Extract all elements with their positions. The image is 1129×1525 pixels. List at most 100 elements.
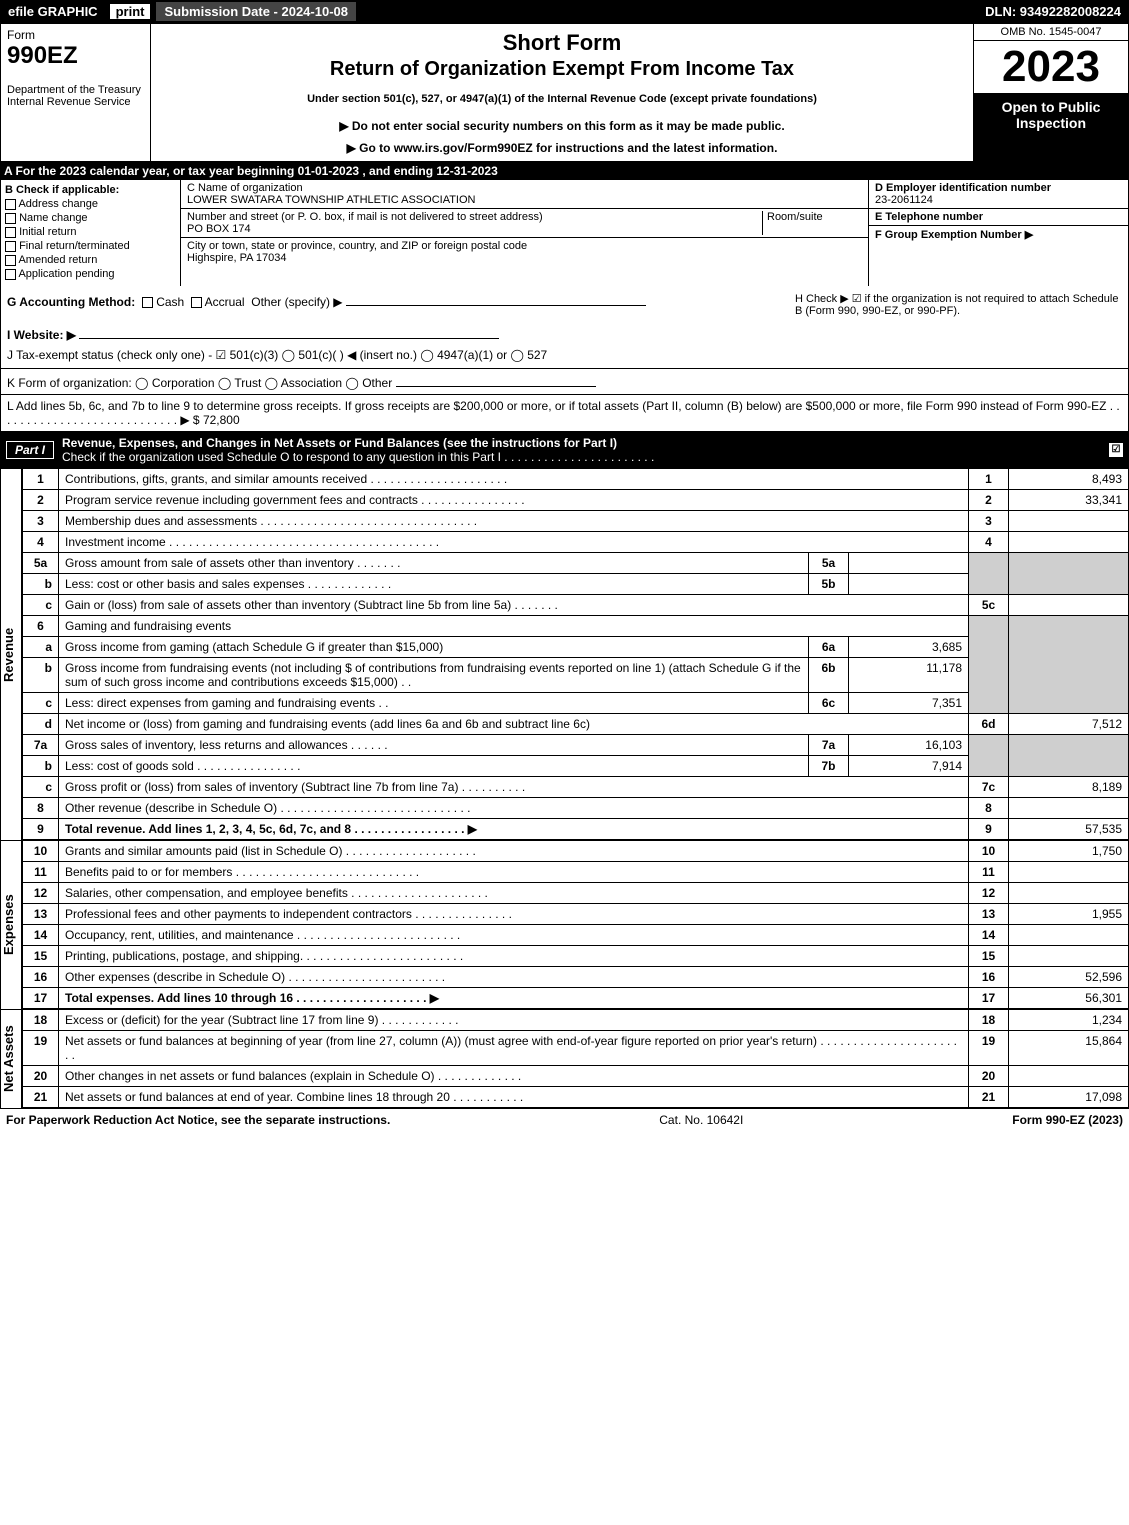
line-6a: aGross income from gaming (attach Schedu… <box>23 637 1129 658</box>
chk-name-change[interactable]: Name change <box>5 212 176 224</box>
revenue-table: 1Contributions, gifts, grants, and simil… <box>22 468 1129 840</box>
c-street-label: Number and street (or P. O. box, if mail… <box>187 211 543 223</box>
line-2: 2Program service revenue including gover… <box>23 490 1129 511</box>
line-8: 8Other revenue (describe in Schedule O) … <box>23 798 1129 819</box>
open-to-public: Open to Public Inspection <box>974 93 1128 161</box>
row-a-period: A For the 2023 calendar year, or tax yea… <box>0 162 1129 180</box>
c-org-name: LOWER SWATARA TOWNSHIP ATHLETIC ASSOCIAT… <box>187 194 476 206</box>
b-title: B Check if applicable: <box>5 184 119 196</box>
revenue-section: Revenue 1Contributions, gifts, grants, a… <box>0 468 1129 840</box>
line-19: 19Net assets or fund balances at beginni… <box>23 1031 1129 1066</box>
part-i-checkbox[interactable]: ☑ <box>1109 443 1123 457</box>
line-5c: cGain or (loss) from sale of assets othe… <box>23 595 1129 616</box>
k-other-input[interactable] <box>396 373 596 387</box>
line-21: 21Net assets or fund balances at end of … <box>23 1087 1129 1108</box>
line-7c: cGross profit or (loss) from sales of in… <box>23 777 1129 798</box>
line-7a: 7aGross sales of inventory, less returns… <box>23 735 1129 756</box>
c-city-label: City or town, state or province, country… <box>187 240 527 252</box>
line-18: 18Excess or (deficit) for the year (Subt… <box>23 1010 1129 1031</box>
chk-accrual[interactable] <box>191 297 202 308</box>
other-specify-input[interactable] <box>346 292 646 306</box>
line-6d: dNet income or (loss) from gaming and fu… <box>23 714 1129 735</box>
line-6c: cLess: direct expenses from gaming and f… <box>23 693 1129 714</box>
line-6b: bGross income from fundraising events (n… <box>23 658 1129 693</box>
form-word: Form <box>7 28 144 42</box>
net-assets-section: Net Assets 18Excess or (deficit) for the… <box>0 1009 1129 1108</box>
line-7b: bLess: cost of goods sold . . . . . . . … <box>23 756 1129 777</box>
c-name-label: C Name of organization <box>187 182 303 194</box>
dln: DLN: 93492282008224 <box>977 2 1129 21</box>
line-1: 1Contributions, gifts, grants, and simil… <box>23 469 1129 490</box>
net-assets-side-label: Net Assets <box>0 1009 22 1108</box>
line-16: 16Other expenses (describe in Schedule O… <box>23 967 1129 988</box>
e-phone: E Telephone number <box>869 209 1128 226</box>
tax-year: 2023 <box>974 41 1128 93</box>
footer-form: Form 990-EZ (2023) <box>1012 1113 1123 1127</box>
line-20: 20Other changes in net assets or fund ba… <box>23 1066 1129 1087</box>
c-name-row: C Name of organization LOWER SWATARA TOW… <box>181 180 868 209</box>
f-label: F Group Exemption Number ▶ <box>875 229 1033 241</box>
c-room-label: Room/suite <box>767 211 823 223</box>
chk-final-return[interactable]: Final return/terminated <box>5 240 176 252</box>
chk-cash[interactable] <box>142 297 153 308</box>
footer-cat: Cat. No. 10642I <box>659 1113 743 1127</box>
department: Department of the Treasury Internal Reve… <box>7 84 144 108</box>
line-11: 11Benefits paid to or for members . . . … <box>23 862 1129 883</box>
under-section: Under section 501(c), 527, or 4947(a)(1)… <box>157 93 967 105</box>
line-5b: bLess: cost or other basis and sales exp… <box>23 574 1129 595</box>
expenses-section: Expenses 10Grants and similar amounts pa… <box>0 840 1129 1009</box>
header-left: Form 990EZ Department of the Treasury In… <box>1 24 151 161</box>
header-right: OMB No. 1545-0047 2023 Open to Public In… <box>973 24 1128 161</box>
chk-amended-return[interactable]: Amended return <box>5 254 176 266</box>
top-bar: efile GRAPHIC print Submission Date - 20… <box>0 0 1129 23</box>
k-form-org: K Form of organization: ◯ Corporation ◯ … <box>0 369 1129 395</box>
meta-grid: B Check if applicable: Address change Na… <box>0 180 1129 286</box>
efile-label: efile GRAPHIC <box>0 2 106 21</box>
chk-application-pending[interactable]: Application pending <box>5 268 176 280</box>
line-4: 4Investment income . . . . . . . . . . .… <box>23 532 1129 553</box>
col-c: C Name of organization LOWER SWATARA TOW… <box>181 180 868 286</box>
website-input[interactable] <box>79 325 499 339</box>
f-group: F Group Exemption Number ▶ <box>869 226 1128 286</box>
c-street: PO BOX 174 <box>187 223 251 235</box>
line-10: 10Grants and similar amounts paid (list … <box>23 841 1129 862</box>
c-city-row: City or town, state or province, country… <box>181 238 868 266</box>
header-mid: Short Form Return of Organization Exempt… <box>151 24 973 161</box>
part-i-label: Part I <box>6 441 54 459</box>
short-form-title: Short Form <box>157 30 967 56</box>
part-i-header: Part I Revenue, Expenses, and Changes in… <box>0 432 1129 468</box>
h-check: H Check ▶ ☑ if the organization is not r… <box>787 292 1122 362</box>
chk-initial-return[interactable]: Initial return <box>5 226 176 238</box>
accounting-row: G Accounting Method: Cash Accrual Other … <box>0 286 1129 369</box>
chk-address-change[interactable]: Address change <box>5 198 176 210</box>
line-9: 9Total revenue. Add lines 1, 2, 3, 4, 5c… <box>23 819 1129 840</box>
line-14: 14Occupancy, rent, utilities, and mainte… <box>23 925 1129 946</box>
form-header: Form 990EZ Department of the Treasury In… <box>0 23 1129 162</box>
do-not-enter: ▶ Do not enter social security numbers o… <box>157 119 967 133</box>
revenue-side-label: Revenue <box>0 468 22 840</box>
goto-link[interactable]: ▶ Go to www.irs.gov/Form990EZ for instru… <box>157 141 967 155</box>
line-3: 3Membership dues and assessments . . . .… <box>23 511 1129 532</box>
j-tax-exempt: J Tax-exempt status (check only one) - ☑… <box>7 348 787 362</box>
i-label: I Website: ▶ <box>7 328 76 342</box>
line-13: 13Professional fees and other payments t… <box>23 904 1129 925</box>
acct-left: G Accounting Method: Cash Accrual Other … <box>7 292 787 362</box>
line-5a: 5aGross amount from sale of assets other… <box>23 553 1129 574</box>
print-button[interactable]: print <box>108 2 153 21</box>
g-label: G Accounting Method: <box>7 295 135 309</box>
part-i-title: Revenue, Expenses, and Changes in Net As… <box>62 436 617 450</box>
expenses-table: 10Grants and similar amounts paid (list … <box>22 840 1129 1009</box>
part-i-sub: Check if the organization used Schedule … <box>62 450 654 464</box>
d-label: D Employer identification number <box>875 182 1051 194</box>
d-value: 23-2061124 <box>875 194 933 206</box>
omb-number: OMB No. 1545-0047 <box>974 24 1128 41</box>
website-row: I Website: ▶ <box>7 325 787 342</box>
c-street-row: Number and street (or P. O. box, if mail… <box>181 209 868 238</box>
col-b-checks: B Check if applicable: Address change Na… <box>1 180 181 286</box>
col-def: D Employer identification number 23-2061… <box>868 180 1128 286</box>
line-6: 6Gaming and fundraising events <box>23 616 1129 637</box>
page-footer: For Paperwork Reduction Act Notice, see … <box>0 1108 1129 1131</box>
expenses-side-label: Expenses <box>0 840 22 1009</box>
submission-date: Submission Date - 2024-10-08 <box>154 0 358 23</box>
line-12: 12Salaries, other compensation, and empl… <box>23 883 1129 904</box>
